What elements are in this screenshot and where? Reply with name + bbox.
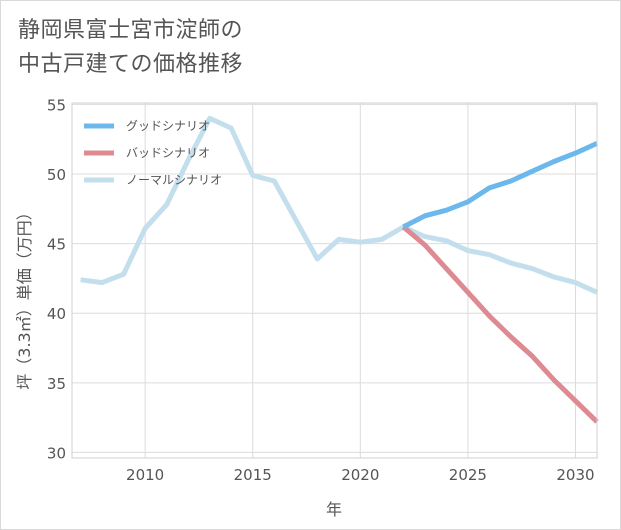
x-tick-label-2010: 2010 [126,466,164,484]
series-group [80,115,599,424]
series-line-2 [80,115,599,295]
x-tick-label-2030: 2030 [556,466,594,484]
y-axis-label: 坪（3.3㎡）単価（万円） [15,204,34,389]
y-tick-label-40: 40 [47,305,66,323]
legend-label-1: バッドシナリオ [126,146,210,160]
grid-lines [72,103,597,458]
x-tick-label-2020: 2020 [341,466,379,484]
y-tick-label-30: 30 [47,444,66,462]
series-line-1 [401,224,599,424]
legend-label-2: ノーマルシナリオ [126,173,222,187]
chart-title: 静岡県富士宮市淀師の 中古戸建ての価格推移 [18,14,243,82]
tick-labels: 2010 2015 2020 2025 2030 30 35 40 45 50 55 [47,96,595,484]
y-tick-label-50: 50 [47,166,66,184]
chart-title-line-1: 静岡県富士宮市淀師の [18,18,244,43]
y-tick-label-45: 45 [47,236,66,254]
y-tick-label-55: 55 [47,96,66,114]
chart-title-line-2: 中古戸建ての価格推移 [18,52,244,77]
x-axis-label: 年 [326,500,342,519]
series-line-0 [402,141,599,230]
y-tick-label-35: 35 [47,375,66,393]
x-tick-label-2025: 2025 [449,466,487,484]
plot-border [71,102,598,459]
legend-label-0: グッドシナリオ [126,119,210,133]
x-tick-label-2015: 2015 [234,466,272,484]
